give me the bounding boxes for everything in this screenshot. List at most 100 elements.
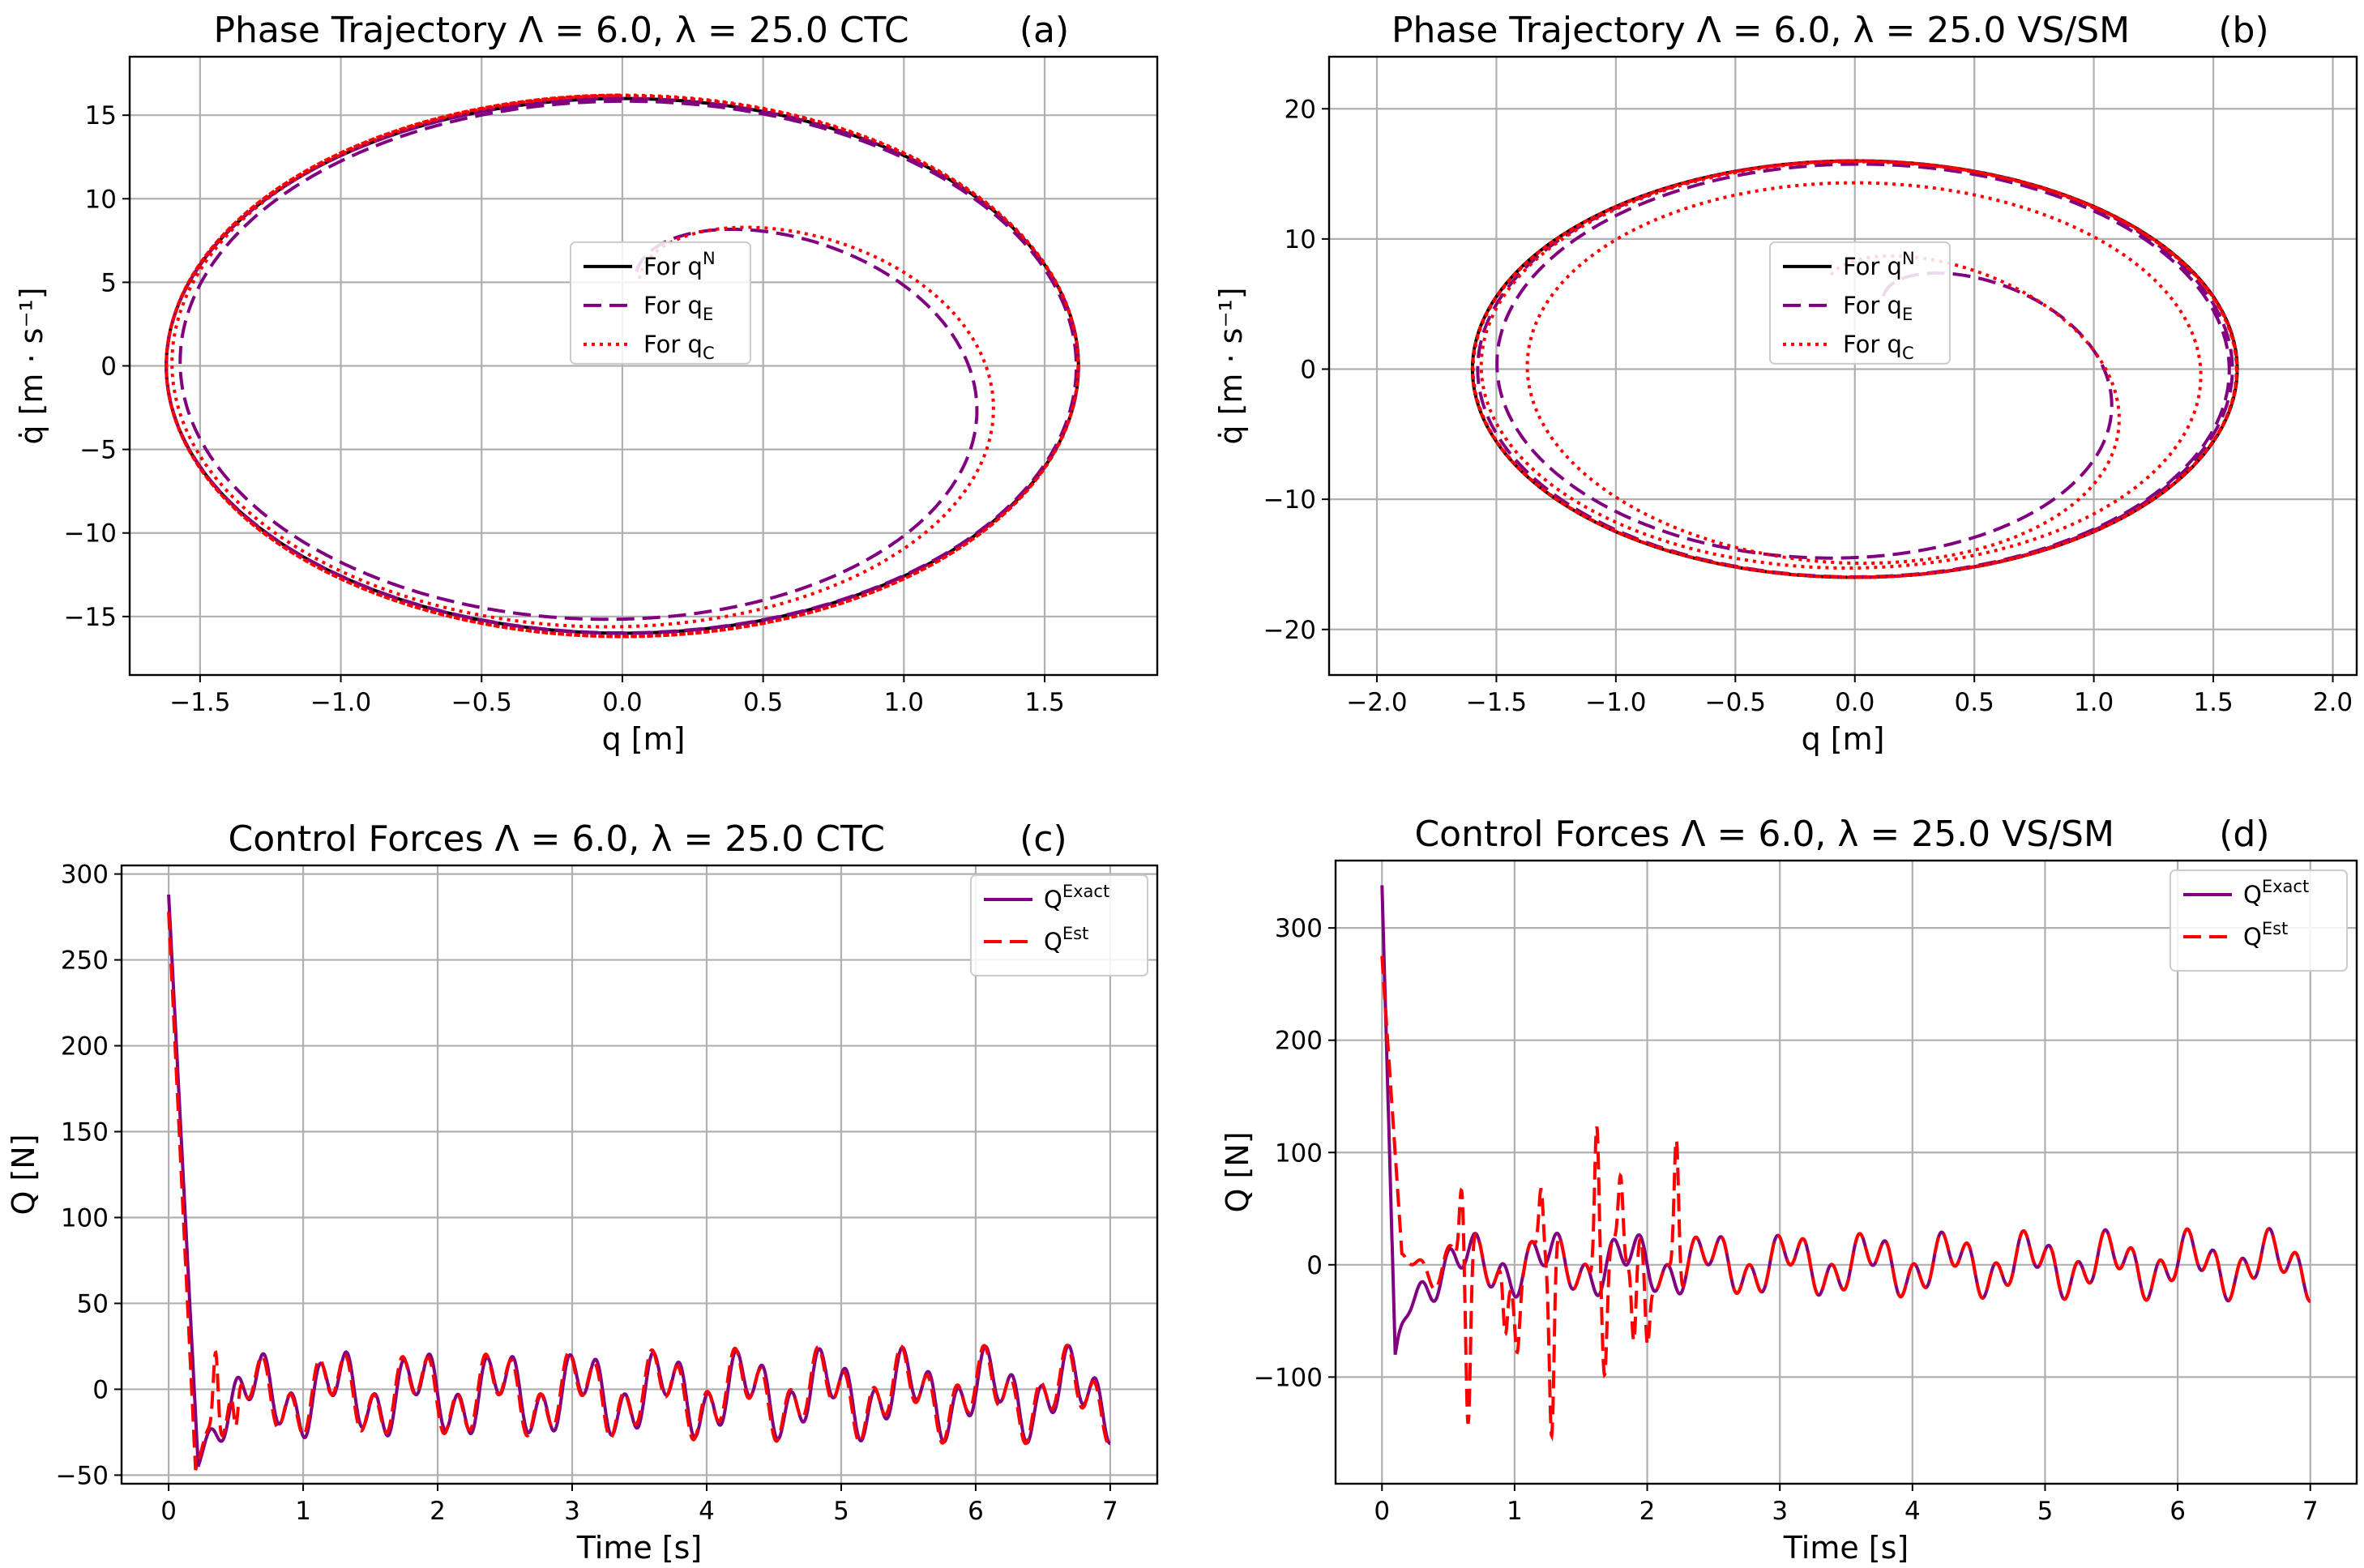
- legend-label: For qN: [643, 249, 716, 280]
- x-axis-label: q [m]: [1802, 721, 1885, 757]
- panel-tag: (d): [2219, 814, 2269, 855]
- series-line-forqe: [165, 96, 1080, 635]
- panel-c: 0 1 2 3 4 5 6 7 −50 0 50 100 150 200 250 300 Control For…: [6, 818, 1159, 1566]
- y-tick-label: 300: [1275, 914, 1323, 943]
- y-tick-label: −20: [1263, 616, 1316, 645]
- legend: For qN For qE For qC: [1769, 241, 1951, 365]
- x-tick-label: 6: [968, 1497, 984, 1526]
- chart-title: Control Forces Λ = 6.0, λ = 25.0 VS/SM: [1414, 814, 2114, 855]
- y-tick-label: 20: [1285, 95, 1316, 124]
- x-tick-label: 0.0: [1835, 688, 1875, 717]
- panel-b: −2.0 −1.5 −1.0 −0.5 0.0 0.5 1.0 1.5 2.0 −20 −10 0 10…: [1213, 10, 2358, 757]
- y-tick-label: 250: [61, 946, 109, 976]
- y-axis-label: Q [N]: [6, 1134, 41, 1215]
- y-tick-label: 0: [92, 1375, 109, 1404]
- x-tick-label: −0.5: [1705, 688, 1766, 717]
- plot-frame: [128, 55, 1159, 677]
- plot-frame: [120, 864, 1159, 1485]
- x-tick-label: 3: [564, 1497, 580, 1526]
- legend-label: For qC: [643, 331, 715, 363]
- panel-a: −1.5 −1.0 −0.5 0.0 0.5 1.0 1.5 −15 −10 −5 0 5 10 15 Ph…: [14, 10, 1159, 757]
- chart-title: Control Forces Λ = 6.0, λ = 25.0 CTC: [229, 818, 885, 860]
- x-tick-label: −1.0: [310, 688, 371, 717]
- y-tick-label: −15: [64, 603, 117, 632]
- legend-label: QEst: [2243, 919, 2288, 951]
- x-axis-label: q [m]: [602, 721, 686, 757]
- y-tick-label: 15: [85, 101, 117, 130]
- x-tick-label: 7: [2302, 1497, 2319, 1526]
- x-tick-label: 2.0: [2313, 688, 2353, 717]
- legend-label: For qC: [1843, 331, 1914, 363]
- series-line-qexact: [167, 894, 1111, 1468]
- y-tick-label: −100: [1254, 1363, 1323, 1392]
- legend-label: QEst: [1044, 924, 1088, 955]
- panel-tag: (c): [1020, 818, 1067, 860]
- y-tick-label: 300: [61, 861, 109, 890]
- x-tick-label: 3: [1772, 1497, 1788, 1526]
- legend-label: For qN: [1843, 249, 1915, 280]
- y-tick-label: −10: [1263, 485, 1316, 515]
- y-tick-label: 0: [1306, 1251, 1323, 1280]
- plot-frame: [1327, 55, 2358, 677]
- chart-title: Phase Trajectory Λ = 6.0, λ = 25.0 VS/SM: [1391, 10, 2130, 51]
- y-tick-label: 100: [1275, 1139, 1323, 1168]
- x-tick-label: 1.0: [884, 688, 924, 717]
- x-tick-label: 1: [295, 1497, 311, 1526]
- x-tick-label: 1.5: [1024, 688, 1064, 717]
- y-tick-label: 0: [1300, 356, 1316, 385]
- y-tick-label: 10: [1285, 225, 1316, 254]
- panel-tag: (b): [2218, 10, 2268, 51]
- legend-label: QExact: [2243, 877, 2309, 908]
- y-axis-label: q̇ [m · s⁻¹]: [1213, 287, 1249, 444]
- x-tick-label: −1.5: [1466, 688, 1527, 717]
- y-tick-label: 200: [1275, 1027, 1323, 1056]
- y-tick-label: −50: [56, 1461, 109, 1490]
- series-line-qest: [167, 912, 1112, 1471]
- panel-d: 0 1 2 3 4 5 6 7 −100 0 100 200 300 Control Forces Λ =…: [1220, 814, 2358, 1566]
- x-tick-label: 6: [2169, 1497, 2186, 1526]
- series-line-forqc: [1470, 159, 2239, 579]
- x-axis-label: Time [s]: [1783, 1530, 1909, 1566]
- plot-frame: [1334, 859, 2358, 1485]
- x-tick-label: 4: [699, 1497, 715, 1526]
- legend: QExact QEst: [970, 874, 1148, 976]
- y-axis-label: q̇ [m · s⁻¹]: [14, 287, 49, 444]
- x-tick-label: 2: [1639, 1497, 1656, 1526]
- x-tick-label: 7: [1102, 1497, 1118, 1526]
- x-axis-label: Time [s]: [576, 1530, 703, 1566]
- chart-title: Phase Trajectory Λ = 6.0, λ = 25.0 CTC: [214, 10, 909, 51]
- y-tick-label: 0: [100, 352, 117, 382]
- legend-label: For qE: [1843, 292, 1913, 324]
- legend-label: QExact: [1044, 882, 1109, 913]
- x-tick-label: 0.5: [1955, 688, 1994, 717]
- x-tick-label: 2: [430, 1497, 446, 1526]
- y-axis-label: Q [N]: [1220, 1131, 1255, 1212]
- legend-box: [1769, 241, 1951, 365]
- panel-tag: (a): [1020, 10, 1069, 51]
- legend: QExact QEst: [2169, 869, 2348, 972]
- x-tick-label: 0: [160, 1497, 177, 1526]
- y-tick-label: 200: [61, 1032, 109, 1062]
- x-tick-label: 0: [1374, 1497, 1390, 1526]
- y-tick-label: −5: [79, 436, 117, 465]
- x-tick-label: 1.0: [2074, 688, 2114, 717]
- y-tick-label: 10: [85, 185, 117, 214]
- x-tick-label: 0.5: [743, 688, 783, 717]
- x-tick-label: 0.0: [602, 688, 642, 717]
- x-tick-label: 5: [2037, 1497, 2054, 1526]
- legend-box: [570, 241, 751, 365]
- legend-label: For qE: [643, 292, 713, 324]
- x-tick-label: 1: [1507, 1497, 1523, 1526]
- x-tick-label: −1.5: [169, 688, 230, 717]
- y-tick-label: 100: [61, 1203, 109, 1233]
- x-tick-label: 5: [833, 1497, 849, 1526]
- x-tick-label: 4: [1904, 1497, 1921, 1526]
- x-tick-label: 1.5: [2193, 688, 2233, 717]
- series-line-qest: [1380, 955, 2311, 1442]
- y-tick-label: 5: [100, 268, 117, 297]
- y-tick-label: 50: [77, 1289, 109, 1318]
- legend: For qN For qE For qC: [570, 241, 751, 365]
- series-line-forqc: [165, 93, 1080, 639]
- y-tick-label: −10: [64, 519, 117, 549]
